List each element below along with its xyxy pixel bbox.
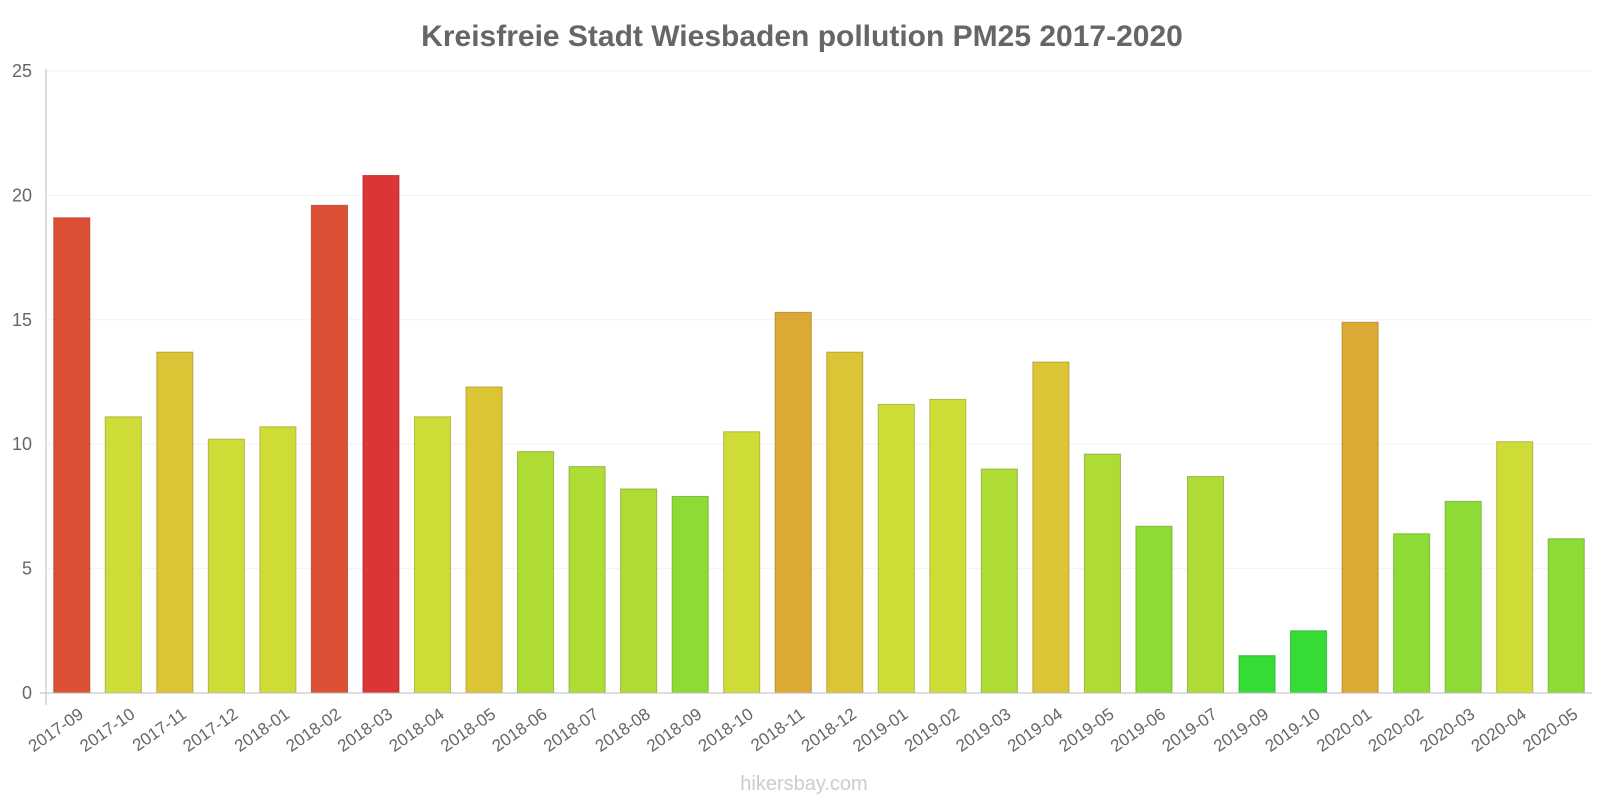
x-tick-label: 2018-02 [283,704,345,755]
x-tick-label: 2018-10 [695,704,757,755]
bar-2019-09 [1238,655,1276,694]
x-tick-label: 2018-06 [489,704,551,755]
chart-title: Kreisfreie Stadt Wiesbaden pollution PM2… [421,20,1183,53]
bar-2018-06 [517,451,555,694]
grid-lines [46,70,1592,570]
x-tick-label: 2020-04 [1468,704,1530,755]
bar-2018-10 [723,431,761,694]
y-tick-label: 15 [12,310,32,330]
bar-2019-04 [1032,361,1070,694]
x-tick-label: 2018-08 [592,704,654,755]
bar-2017-11 [156,351,194,694]
bar-2020-04 [1496,441,1534,694]
axes [40,69,1592,705]
bar-2018-08 [620,488,658,694]
bar-2018-03 [362,174,400,694]
y-tick-label: 10 [12,434,32,454]
y-tick-label: 0 [22,683,32,703]
bar-2017-12 [207,438,245,694]
bar-2019-01 [877,403,915,694]
bar-2018-02 [310,204,348,694]
y-axis-ticks: 0 5 10 15 20 25 [12,61,32,703]
bars [53,174,1585,694]
bar-2019-03 [980,468,1018,694]
x-tick-label: 2018-04 [386,704,448,755]
x-tick-label: 2017-09 [25,704,87,755]
x-tick-label: 2019-04 [1004,704,1066,755]
x-tick-label: 2019-06 [1107,704,1169,755]
x-tick-label: 2018-07 [540,704,602,755]
x-axis-ticks: 2017-092017-102017-112017-122018-012018-… [25,704,1581,755]
x-tick-label: 2017-11 [129,704,190,755]
x-tick-label: 2017-12 [179,704,241,755]
y-tick-label: 25 [12,61,32,81]
bar-2018-09 [671,495,709,694]
x-tick-label: 2019-05 [1056,704,1118,755]
x-tick-label: 2020-05 [1519,704,1581,755]
bar-2018-05 [465,386,503,694]
x-tick-label: 2018-12 [798,704,860,755]
bar-2018-12 [826,351,864,694]
bar-2019-10 [1290,630,1328,694]
x-tick-label: 2019-01 [849,704,911,755]
x-tick-label: 2019-09 [1210,704,1272,755]
x-tick-label: 2018-11 [747,704,808,755]
bar-2018-07 [568,466,606,694]
x-tick-label: 2019-03 [952,704,1014,755]
x-tick-label: 2019-02 [901,704,963,755]
bar-2019-07 [1186,476,1225,694]
x-tick-label: 2020-02 [1365,704,1427,755]
x-tick-label: 2019-07 [1159,704,1221,755]
bar-2017-09 [53,217,91,694]
x-tick-label: 2018-05 [437,704,499,755]
y-tick-label: 20 [12,185,32,205]
bar-2018-04 [413,416,452,694]
bar-2020-03 [1444,500,1482,694]
bar-2020-05 [1547,538,1585,694]
x-tick-label: 2017-10 [76,704,138,755]
bar-2019-05 [1083,453,1121,694]
bar-2019-06 [1135,525,1173,694]
bar-2019-02 [929,398,967,694]
footer-watermark: hikersbay.com [740,773,867,795]
bar-2018-11 [774,311,812,694]
x-tick-label: 2018-09 [643,704,705,755]
y-tick-label: 5 [22,559,32,579]
x-tick-label: 2019-10 [1262,704,1324,755]
bar-2020-02 [1393,533,1431,694]
bar-2017-10 [104,416,142,694]
x-tick-label: 2018-03 [334,704,396,755]
x-tick-label: 2020-01 [1313,704,1375,755]
bar-2020-01 [1341,321,1379,694]
x-tick-label: 2018-01 [231,704,293,755]
bar-2018-01 [259,426,297,694]
x-tick-label: 2020-03 [1416,704,1478,755]
